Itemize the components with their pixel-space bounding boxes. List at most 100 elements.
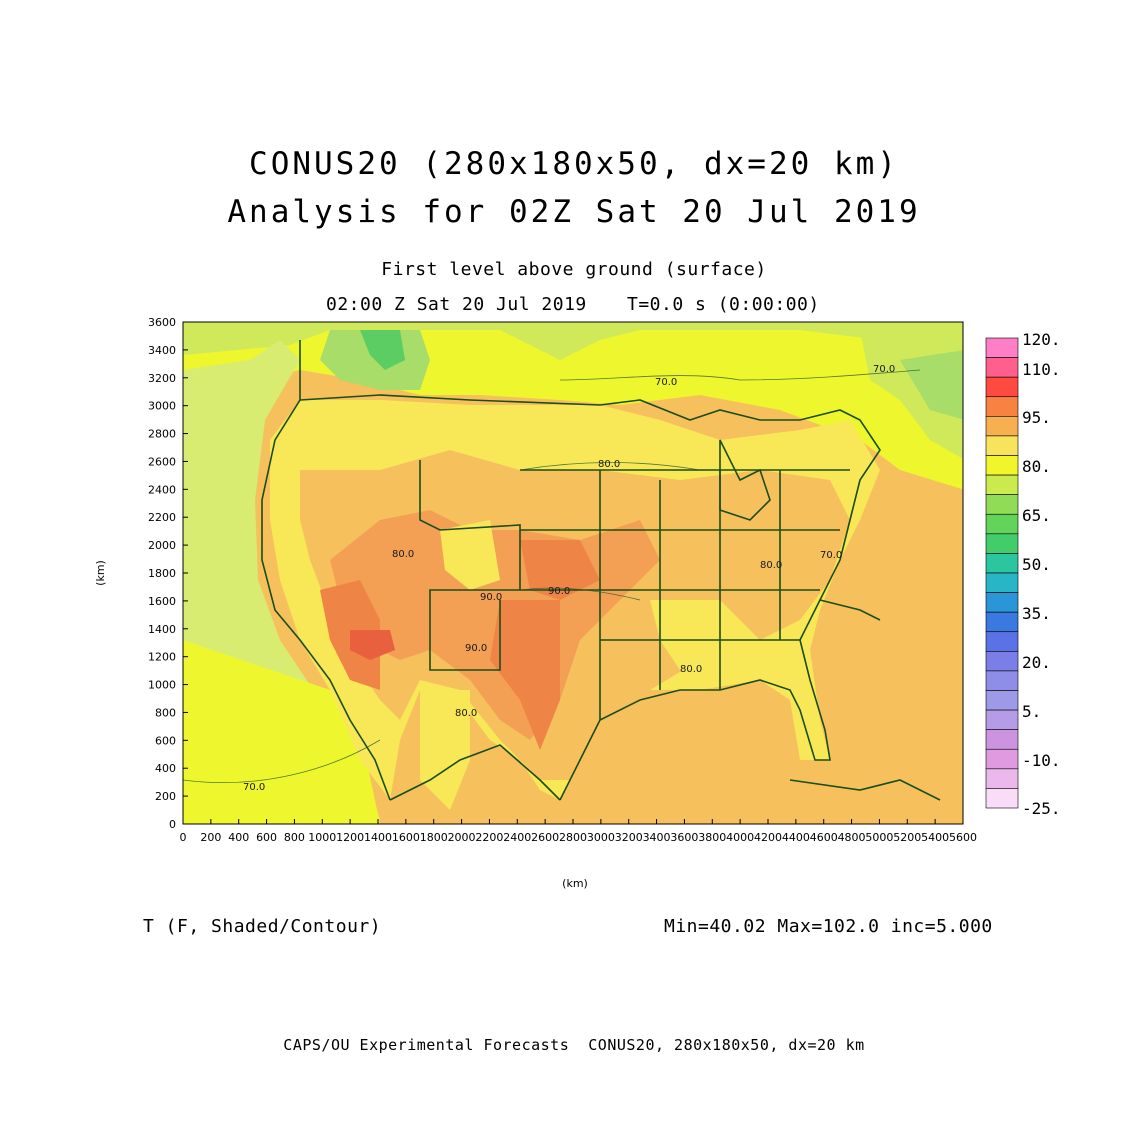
temperature-contours [183, 369, 921, 783]
colorbar-swatch [985, 533, 1019, 554]
contour-label: 70.0 [655, 377, 677, 388]
contour-label-group: 70.0 70.0 70.0 80.0 80.0 80.0 80.0 90.0 … [243, 364, 895, 793]
y-tick-label: 3600 [148, 316, 176, 329]
colorbar-swatch [985, 592, 1019, 613]
y-tick-label: 0 [169, 818, 176, 831]
pacific-coastline [261, 340, 391, 801]
plot-title-line1: CONUS20 (280x180x50, dx=20 km) [249, 146, 899, 182]
x-tick-label: 1200 [336, 831, 364, 844]
footer-credit: CAPS/OU Experimental Forecasts CONUS20, … [283, 1036, 865, 1054]
x-tick-label: 3800 [698, 831, 726, 844]
maritimes-cool-field [900, 350, 963, 420]
colorbar-swatch [985, 455, 1019, 476]
colorbar-label: 80. [1022, 457, 1051, 476]
contour-label: 70.0 [243, 782, 265, 793]
contour-label: 90.0 [548, 586, 570, 597]
colorbar-label: 50. [1022, 555, 1051, 574]
variable-label: T (F, Shaded/Contour) [143, 916, 382, 937]
colorbar-swatch [985, 376, 1019, 398]
rockies-cold-field [360, 330, 405, 370]
x-tick-label: 3000 [587, 831, 615, 844]
x-tick-label: 4600 [810, 831, 838, 844]
y-tick-label: 2400 [148, 483, 176, 496]
y-tick-label: 3400 [148, 344, 176, 357]
y-tick-label: 1200 [148, 651, 176, 664]
field-stats: Min=40.02 Max=102.0 inc=5.000 [664, 916, 993, 937]
contour-70-south [183, 739, 381, 783]
x-tick-label: 800 [284, 831, 305, 844]
x-tick-label: 3400 [643, 831, 671, 844]
x-tick-label: 5600 [949, 831, 977, 844]
valid-time: 02:00 Z Sat 20 Jul 2019 [326, 294, 587, 315]
contour-label: 80.0 [598, 459, 620, 470]
colorbar-swatch [985, 474, 1019, 495]
x-tick-label: 4800 [838, 831, 866, 844]
colorbar-labels: 120. 110. 95. 80. 65. 50. 35. 20. 5. -10. -25. [1022, 330, 1061, 818]
colorbar-swatch [985, 513, 1019, 535]
level-subtitle: First level above ground (surface) [381, 259, 767, 280]
x-tick-label: 5000 [865, 831, 893, 844]
model-time: T=0.0 s (0:00:00) [627, 294, 820, 315]
caribbean-islands [789, 599, 941, 801]
canada-cool-field [183, 322, 963, 360]
great-lakes [719, 439, 771, 521]
colorbar-swatch [985, 357, 1019, 378]
x-tick-label: 0 [180, 831, 187, 844]
plot-title-line2: Analysis for 02Z Sat 20 Jul 2019 [227, 194, 921, 230]
colorbar-label: 95. [1022, 408, 1051, 427]
colorbar-swatch [985, 788, 1019, 809]
y-tick-label: 800 [155, 706, 176, 719]
y-tick-label: 2800 [148, 428, 176, 441]
contour-80 [519, 462, 701, 471]
state-lines-east [520, 469, 850, 720]
colorbar-label: -10. [1022, 751, 1061, 770]
colorbar-label: 20. [1022, 653, 1051, 672]
colorbar-swatch [985, 572, 1019, 593]
colorbar-label: 5. [1022, 702, 1041, 721]
x-tick-label: 1600 [392, 831, 420, 844]
colorbar-swatch [985, 690, 1019, 711]
contour-label: 80.0 [455, 708, 477, 719]
colorbar-swatch [985, 729, 1019, 750]
y-axis-label: (km) [94, 560, 107, 586]
x-tick-label: 4400 [782, 831, 810, 844]
x-tick-label: 200 [200, 831, 221, 844]
x-tick-label: 5200 [893, 831, 921, 844]
y-tick-label: 3000 [148, 400, 176, 413]
colorbar-swatch [985, 768, 1019, 789]
x-tick-label: 1400 [364, 831, 392, 844]
colorbar-label: 110. [1022, 360, 1061, 379]
x-axis: 0 200 400 600 800 1000 1200 1400 1600 1800 2000 220… [180, 819, 977, 844]
contour-label: 80.0 [680, 664, 702, 675]
x-tick-label: 2400 [503, 831, 531, 844]
colorbar-swatch [985, 396, 1019, 417]
contour-label: 80.0 [392, 549, 414, 560]
death-valley-hottest-field [350, 630, 395, 660]
contour-label: 90.0 [480, 592, 502, 603]
x-tick-label: 1800 [420, 831, 448, 844]
x-tick-label: 2600 [531, 831, 559, 844]
contour-label: 80.0 [760, 560, 782, 571]
y-tick-label: 2200 [148, 511, 176, 524]
x-tick-label: 2200 [475, 831, 503, 844]
y-tick-label: 1600 [148, 595, 176, 608]
x-tick-label: 2800 [559, 831, 587, 844]
colorbar-label: 120. [1022, 330, 1061, 349]
colorbar-swatch [985, 611, 1019, 633]
colorbar-swatch [985, 651, 1019, 672]
y-tick-label: 1000 [148, 679, 176, 692]
x-tick-label: 4000 [726, 831, 754, 844]
colorado-rockies-mild-field [440, 520, 500, 590]
y-tick-label: 200 [155, 790, 176, 803]
y-tick-label: 2000 [148, 539, 176, 552]
colorbar-label: 35. [1022, 604, 1051, 623]
y-tick-label: 3200 [148, 372, 176, 385]
y-axis: 0 200 400 600 800 1000 1200 1400 1600 1800 2000 220… [148, 316, 188, 831]
y-tick-label: 2600 [148, 455, 176, 468]
x-tick-label: 5400 [921, 831, 949, 844]
contour-label: 70.0 [873, 364, 895, 375]
colorbar-swatch [985, 748, 1019, 770]
colorbar-swatch [985, 494, 1019, 515]
x-tick-label: 600 [256, 831, 277, 844]
